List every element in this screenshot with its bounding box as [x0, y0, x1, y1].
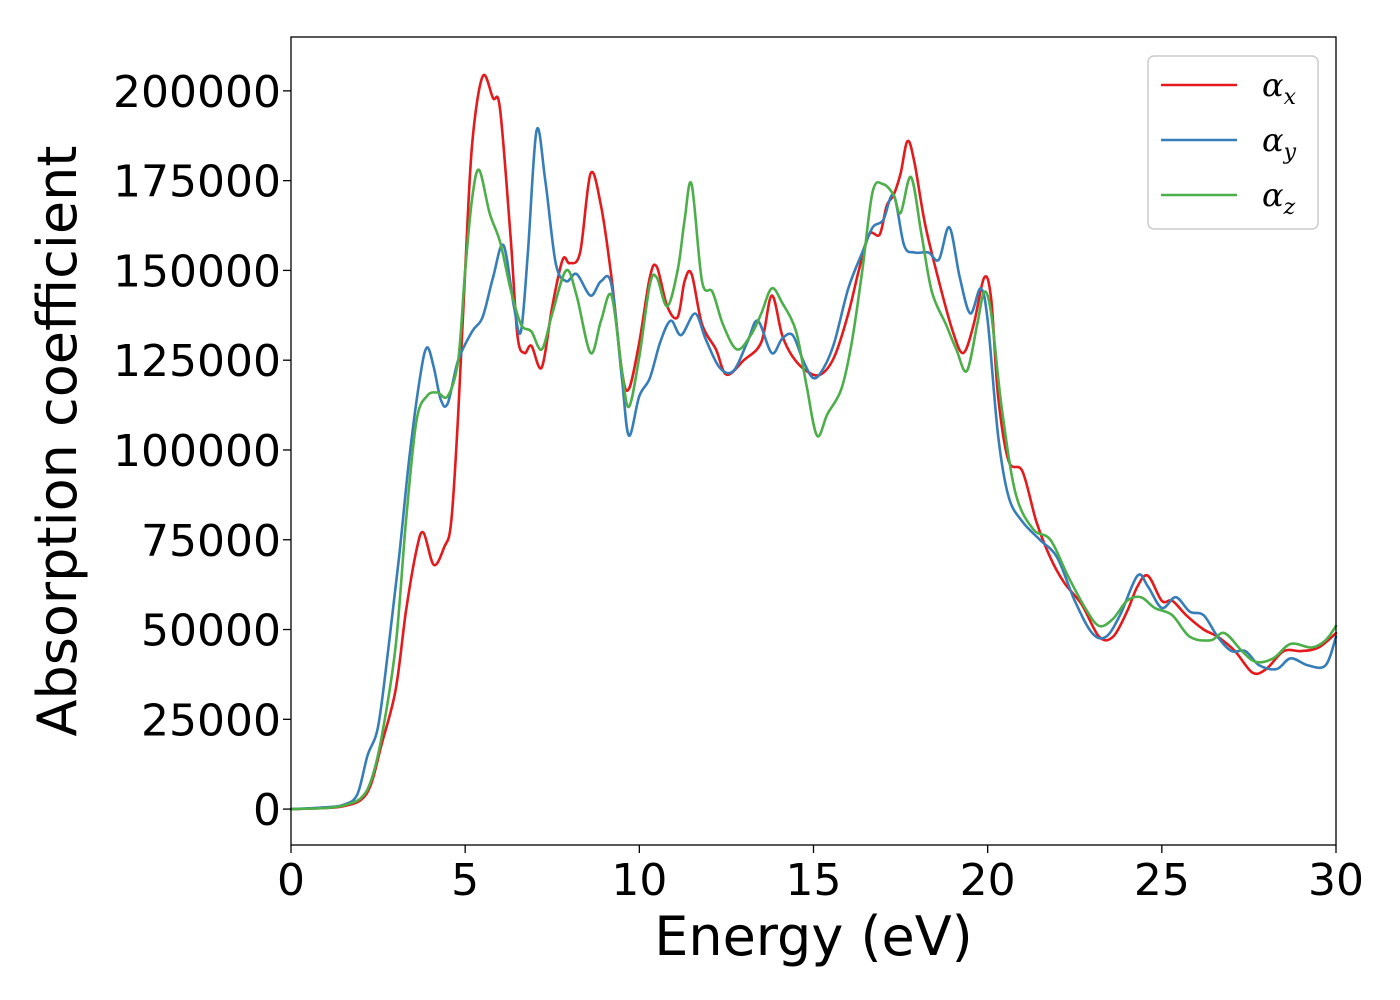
y-tick-label: 25000: [141, 695, 281, 746]
x-tick-label: 30: [1308, 855, 1364, 906]
x-axis-title: Energy (eV): [654, 905, 973, 968]
series-line-x: [289, 73, 1338, 811]
y-tick-label: 200000: [113, 67, 281, 118]
legend-box: [1147, 55, 1319, 230]
y-tick-label: 125000: [113, 336, 281, 387]
y-tick-label: 75000: [141, 516, 281, 567]
y-tick-label: 50000: [141, 606, 281, 657]
x-tick-label: 20: [960, 855, 1016, 906]
x-tick-label: 10: [611, 855, 667, 906]
series-line-z: [289, 168, 1338, 811]
x-axis-ticks: 0 5 10 15 20 25 30: [277, 845, 1364, 906]
y-tick-label: 150000: [113, 246, 281, 297]
y-tick-label: 175000: [113, 157, 281, 208]
series-lines: [289, 73, 1338, 811]
y-tick-label: 0: [253, 785, 281, 836]
y-tick-label: 100000: [113, 426, 281, 477]
x-tick-label: 15: [786, 855, 842, 906]
x-tick-label: 0: [277, 855, 305, 906]
y-axis-ticks: 0 25000 50000 75000 100000 125000 150000 175000…: [113, 67, 291, 836]
x-tick-label: 25: [1134, 855, 1190, 906]
y-axis-title: Absorption coefficient: [26, 146, 89, 737]
x-tick-label: 5: [451, 855, 479, 906]
legend-label-y: αy: [1262, 121, 1297, 165]
